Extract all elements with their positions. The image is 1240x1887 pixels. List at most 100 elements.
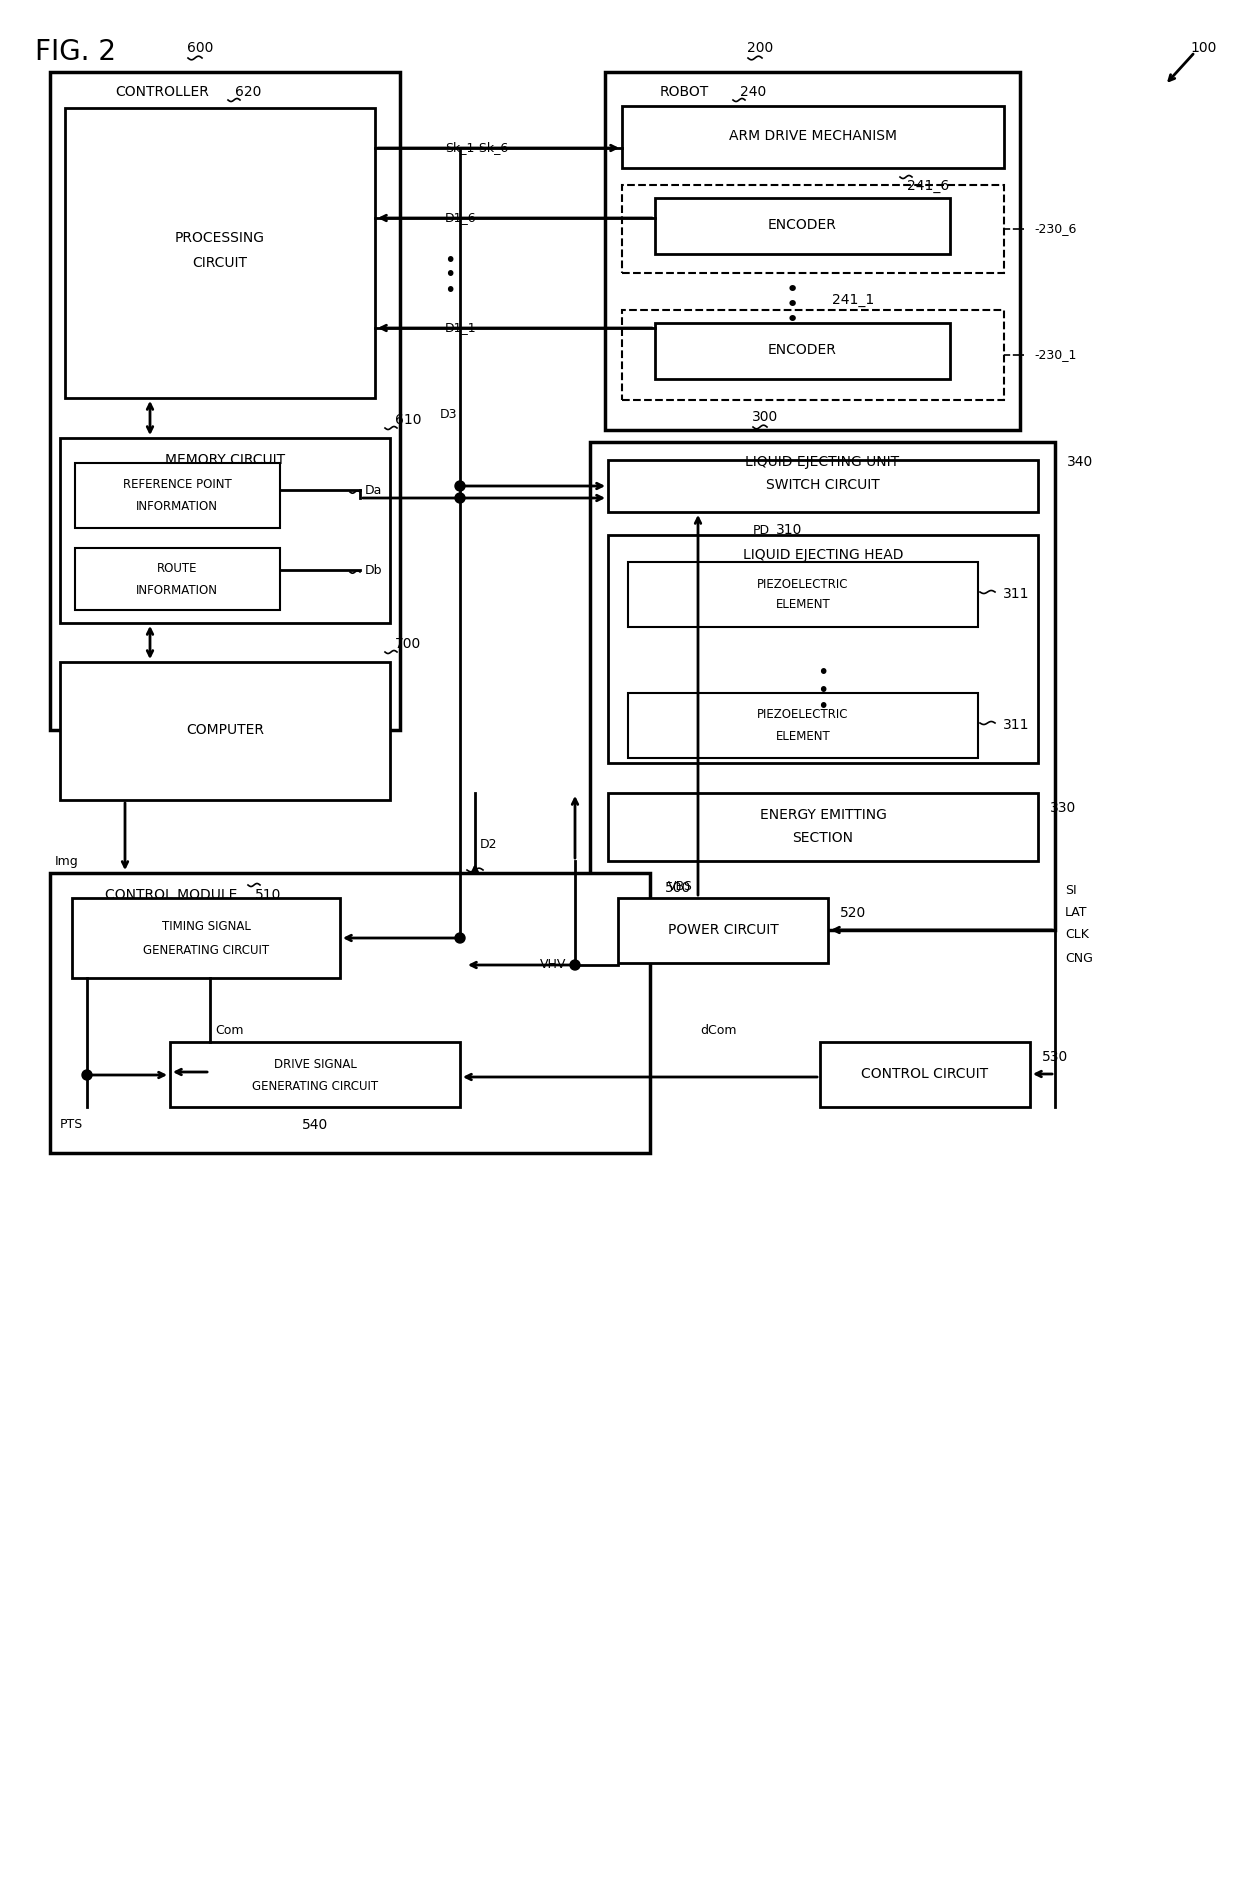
Text: LIQUID EJECTING UNIT: LIQUID EJECTING UNIT [745,455,899,470]
Bar [74,462,280,528]
Text: SI: SI [1065,883,1076,896]
Text: -230_6: -230_6 [1034,223,1076,236]
Text: ELEMENT: ELEMENT [776,598,831,611]
Text: Com: Com [216,1023,244,1036]
Bar [64,108,374,398]
Text: SECTION: SECTION [792,830,853,845]
Text: •: • [817,681,828,700]
Text: FIG. 2: FIG. 2 [35,38,117,66]
Text: 530: 530 [1042,1049,1068,1064]
Bar [608,536,1038,762]
Text: ARM DRIVE MECHANISM: ARM DRIVE MECHANISM [729,128,897,143]
Text: INFORMATION: INFORMATION [136,583,218,596]
Text: •: • [785,309,799,330]
Bar [622,309,1004,400]
Bar [50,72,401,730]
Bar [655,323,950,379]
Text: Da: Da [365,483,382,496]
Text: CONTROL MODULE: CONTROL MODULE [105,889,237,902]
Text: VHV: VHV [539,959,567,972]
Text: CIRCUIT: CIRCUIT [192,257,248,270]
Text: LAT: LAT [1065,906,1087,919]
Text: 600: 600 [187,42,213,55]
Bar [60,438,391,623]
Text: POWER CIRCUIT: POWER CIRCUIT [667,923,779,938]
Text: D1_6: D1_6 [445,211,476,225]
Text: INFORMATION: INFORMATION [136,500,218,513]
Text: PTS: PTS [60,1119,83,1132]
Text: 700: 700 [396,638,422,651]
Text: •: • [817,698,828,717]
Text: PROCESSING: PROCESSING [175,230,265,245]
Text: •: • [444,251,455,270]
Bar [627,693,978,759]
Text: Img: Img [55,855,79,868]
Text: 100: 100 [1190,42,1216,55]
Text: 311: 311 [1003,587,1029,600]
Text: PIEZOELECTRIC: PIEZOELECTRIC [758,708,848,721]
Bar [608,793,1038,860]
Text: 311: 311 [1003,717,1029,732]
Text: COMPUTER: COMPUTER [186,723,264,738]
Text: ENCODER: ENCODER [768,219,837,232]
Bar [627,562,978,626]
Text: GENERATING CIRCUIT: GENERATING CIRCUIT [143,944,269,957]
Text: D2: D2 [480,838,497,851]
Text: 510: 510 [255,889,281,902]
Text: dCom: dCom [701,1023,737,1036]
Bar [170,1042,460,1108]
Text: CLK: CLK [1065,928,1089,942]
Text: 540: 540 [301,1117,329,1132]
Text: -230_1: -230_1 [1034,349,1076,362]
Text: 241_1: 241_1 [832,292,874,308]
Text: REFERENCE POINT: REFERENCE POINT [123,479,232,491]
Bar [622,185,1004,274]
Text: DRIVE SIGNAL: DRIVE SIGNAL [274,1057,356,1070]
Bar [605,72,1021,430]
Text: VBS: VBS [668,879,693,893]
Text: ENCODER: ENCODER [768,343,837,357]
Text: PIEZOELECTRIC: PIEZOELECTRIC [758,577,848,591]
Text: GENERATING CIRCUIT: GENERATING CIRCUIT [252,1081,378,1093]
Text: ELEMENT: ELEMENT [776,730,831,742]
Text: Sk_1-Sk_6: Sk_1-Sk_6 [445,142,508,155]
Circle shape [455,932,465,944]
Text: 330: 330 [1050,800,1076,815]
Text: 300: 300 [751,409,779,425]
Text: D1_1: D1_1 [445,321,476,334]
Bar [60,662,391,800]
Text: CNG: CNG [1065,951,1092,964]
Text: 200: 200 [746,42,773,55]
Text: •: • [785,279,799,300]
Circle shape [455,493,465,504]
Bar [50,874,650,1153]
Text: 340: 340 [1066,455,1094,470]
Text: ROUTE: ROUTE [156,562,197,574]
Text: 520: 520 [839,906,867,921]
Text: •: • [817,664,828,683]
Circle shape [570,960,580,970]
Text: 310: 310 [776,523,802,538]
Circle shape [82,1070,92,1079]
Text: TIMING SIGNAL: TIMING SIGNAL [161,919,250,932]
Bar [74,547,280,610]
Bar [618,898,828,962]
Text: D3: D3 [440,408,458,421]
Bar [622,106,1004,168]
Bar [72,898,340,977]
Text: •: • [444,281,455,300]
Circle shape [455,481,465,491]
Bar [655,198,950,255]
Text: LIQUID EJECTING HEAD: LIQUID EJECTING HEAD [743,547,903,562]
Text: ENERGY EMITTING: ENERGY EMITTING [760,808,887,823]
Bar [608,460,1038,511]
Text: 610: 610 [396,413,422,426]
Text: •: • [785,294,799,315]
Text: 500: 500 [665,881,691,894]
Text: MEMORY CIRCUIT: MEMORY CIRCUIT [165,453,285,466]
Text: CONTROLLER: CONTROLLER [115,85,208,98]
Text: 240: 240 [740,85,766,98]
Text: 241_6: 241_6 [906,179,950,192]
Text: 620: 620 [236,85,262,98]
Text: ROBOT: ROBOT [660,85,709,98]
